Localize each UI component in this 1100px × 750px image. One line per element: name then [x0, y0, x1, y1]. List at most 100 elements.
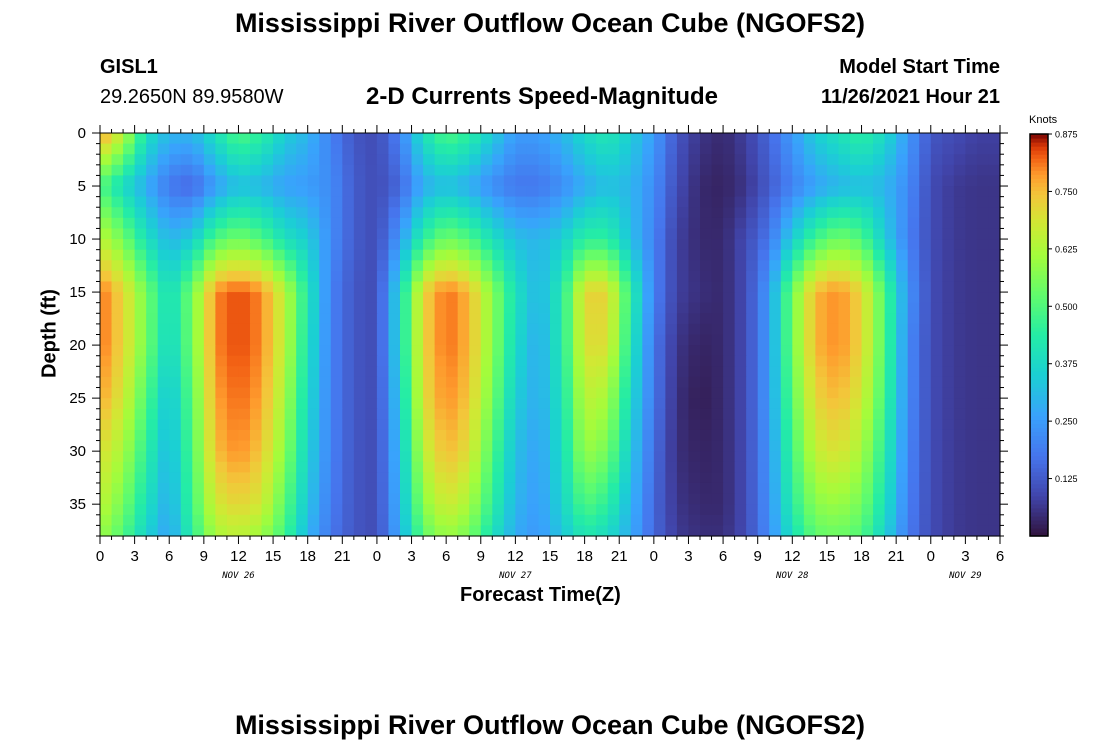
x-tick-label: 21: [888, 548, 905, 565]
heatmap-cell: [492, 482, 505, 495]
colorbar-segment: [1030, 343, 1048, 348]
heatmap-cell: [319, 504, 332, 516]
heatmap-cell: [573, 482, 586, 495]
heatmap-cell: [746, 239, 759, 251]
heatmap-cell: [400, 323, 413, 336]
heatmap-cell: [850, 525, 863, 537]
heatmap-cell: [815, 186, 828, 198]
heatmap-cell: [665, 260, 678, 272]
heatmap-cell: [180, 514, 193, 526]
station-id: GISL1: [100, 56, 158, 78]
heatmap-cell: [146, 493, 159, 505]
heatmap-cell: [700, 133, 713, 145]
colorbar-segment: [1030, 298, 1048, 304]
heatmap-cell: [457, 440, 470, 452]
heatmap-cell: [215, 164, 228, 177]
heatmap-cell: [388, 472, 401, 484]
heatmap-cell: [711, 292, 724, 304]
heatmap-cell: [457, 472, 470, 484]
heatmap-cell: [976, 355, 990, 367]
heatmap-cell: [250, 281, 263, 293]
heatmap-cell: [769, 334, 782, 346]
heatmap-cell: [423, 228, 436, 240]
heatmap-cell: [965, 292, 978, 304]
heatmap-cell: [919, 514, 932, 526]
heatmap-cell: [861, 270, 874, 283]
heatmap-cell: [423, 440, 436, 452]
colorbar-tick-label: 0.500: [1055, 302, 1078, 312]
heatmap-cell: [123, 408, 136, 420]
x-tick-label: 9: [477, 548, 485, 565]
heatmap-cell: [803, 228, 816, 240]
heatmap-cell: [423, 217, 436, 230]
heatmap-cell: [376, 164, 390, 177]
heatmap-cell: [169, 398, 182, 410]
heatmap-cell: [734, 292, 747, 304]
heatmap-cell: [746, 419, 759, 431]
heatmap-cell: [376, 196, 390, 208]
heatmap-cells: [100, 133, 1001, 537]
heatmap-cell: [607, 398, 620, 410]
heatmap-cell: [596, 376, 609, 389]
heatmap-cell: [400, 366, 413, 378]
heatmap-cell: [596, 493, 609, 505]
heatmap-cell: [965, 355, 978, 367]
heatmap-cell: [100, 525, 113, 537]
colorbar-segment: [1030, 391, 1048, 396]
heatmap-cell: [376, 493, 390, 505]
heatmap-cell: [261, 154, 274, 166]
heatmap-cell: [492, 323, 505, 336]
x-axis-title: Forecast Time(Z): [460, 584, 621, 606]
heatmap-cell: [676, 239, 690, 251]
heatmap-cell: [653, 133, 666, 145]
heatmap-cell: [388, 376, 401, 389]
heatmap-cell: [953, 217, 966, 230]
heatmap-cell: [353, 440, 366, 452]
heatmap-cell: [746, 482, 759, 495]
heatmap-cell: [561, 366, 574, 378]
heatmap-cell: [919, 292, 932, 304]
heatmap-cell: [111, 355, 124, 367]
heatmap-cell: [826, 323, 840, 336]
heatmap-cell: [434, 419, 447, 431]
heatmap-cell: [526, 302, 540, 314]
heatmap-cell: [965, 345, 978, 357]
heatmap-cell: [734, 493, 747, 505]
heatmap-cell: [769, 249, 782, 261]
heatmap-cell: [192, 133, 205, 145]
heatmap-cell: [469, 366, 482, 378]
heatmap-cell: [365, 249, 378, 261]
heatmap-cell: [850, 334, 863, 346]
heatmap-cell: [123, 292, 136, 304]
heatmap-cell: [642, 504, 655, 516]
heatmap-cell: [838, 334, 851, 346]
heatmap-cell: [203, 164, 216, 177]
heatmap-cell: [469, 504, 482, 516]
heatmap-cell: [976, 440, 990, 452]
heatmap-cell: [688, 472, 701, 484]
heatmap-cell: [353, 472, 366, 484]
heatmap-cell: [400, 472, 413, 484]
heatmap-cell: [884, 133, 897, 145]
heatmap-cell: [538, 249, 551, 261]
heatmap-cell: [907, 302, 920, 314]
heatmap-cell: [250, 239, 263, 251]
x-tick-label: 6: [442, 548, 450, 565]
heatmap-cell: [273, 143, 286, 155]
heatmap-cell: [930, 323, 943, 336]
heatmap-cell: [642, 514, 655, 526]
heatmap-cell: [480, 472, 493, 484]
heatmap-cell: [307, 419, 320, 431]
heatmap-cell: [607, 217, 620, 230]
heatmap-cell: [457, 504, 470, 516]
heatmap-cell: [734, 302, 747, 314]
heatmap-cell: [238, 398, 251, 410]
heatmap-cell: [803, 196, 816, 208]
heatmap-cell: [734, 398, 747, 410]
heatmap-cell: [411, 387, 424, 399]
heatmap-cell: [226, 345, 240, 357]
heatmap-cell: [815, 472, 828, 484]
heatmap-cell: [526, 228, 540, 240]
heatmap-cell: [284, 334, 297, 346]
heatmap-cell: [700, 260, 713, 272]
